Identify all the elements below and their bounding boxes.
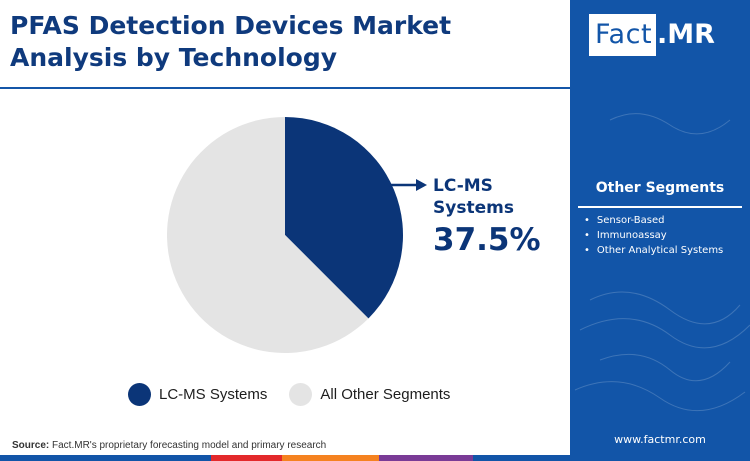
legend-label-other: All Other Segments bbox=[320, 386, 451, 403]
callout-value: 37.5% bbox=[433, 222, 541, 258]
legend-swatch-other bbox=[289, 383, 313, 406]
callout-label-line1: LC-MS bbox=[433, 176, 493, 196]
pie-slices bbox=[166, 117, 403, 353]
bottom-bar-segment bbox=[0, 455, 211, 461]
segment-item: Sensor-Based bbox=[584, 213, 723, 228]
legend-item-other: All Other Segments bbox=[289, 383, 450, 406]
title-divider bbox=[0, 87, 570, 89]
logo-mr-text: .MR bbox=[656, 14, 715, 56]
logo-mr: MR bbox=[667, 19, 715, 50]
legend-swatch-lcms bbox=[128, 383, 151, 406]
callout-label: LC-MS Systems bbox=[433, 175, 541, 219]
bottom-bar-segment bbox=[282, 455, 380, 461]
side-texture bbox=[574, 113, 750, 411]
chart-title: PFAS Detection Devices Market Analysis b… bbox=[10, 10, 560, 74]
bottom-bar-segment bbox=[210, 455, 283, 461]
other-segments-divider bbox=[578, 206, 742, 208]
pie-chart bbox=[166, 117, 427, 353]
chart-title-line1: PFAS Detection Devices Market bbox=[10, 11, 452, 40]
segment-item: Other Analytical Systems bbox=[584, 243, 723, 258]
website-link[interactable]: www.factmr.com bbox=[614, 433, 706, 446]
callout-arrow-head bbox=[416, 179, 427, 191]
bottom-bar-segment bbox=[473, 455, 570, 461]
factmr-logo[interactable]: Fact .MR bbox=[589, 14, 734, 56]
other-segments-title: Other Segments bbox=[595, 180, 725, 196]
source-note: Source: Fact.MR's proprietary forecastin… bbox=[12, 440, 326, 451]
legend-item-lcms: LC-MS Systems bbox=[128, 383, 267, 406]
legend-label-lcms: LC-MS Systems bbox=[159, 386, 268, 403]
other-segments-list: Sensor-Based Immunoassay Other Analytica… bbox=[584, 213, 723, 258]
chart-legend: LC-MS Systems All Other Segments bbox=[128, 383, 472, 406]
source-label: Source: bbox=[12, 440, 50, 451]
bottom-bar-segment bbox=[379, 455, 474, 461]
other-segments-panel: Other Segments Sensor-Based Immunoassay … bbox=[570, 170, 750, 270]
segment-item: Immunoassay bbox=[584, 228, 723, 243]
source-text: Fact.MR's proprietary forecasting model … bbox=[49, 440, 327, 451]
logo-dot: . bbox=[657, 19, 668, 50]
pie-slice-lc-ms-systems bbox=[285, 117, 403, 319]
chart-panel: PFAS Detection Devices Market Analysis b… bbox=[0, 10, 570, 461]
callout-arrow bbox=[389, 179, 427, 191]
lcms-callout: LC-MS Systems 37.5% bbox=[433, 175, 541, 260]
pie-slice-all-other-segments bbox=[166, 117, 369, 353]
callout-label-line2: Systems bbox=[433, 198, 514, 218]
chart-title-line2: Analysis by Technology bbox=[10, 43, 338, 72]
logo-fact-text: Fact bbox=[589, 14, 657, 56]
bottom-color-bar bbox=[0, 455, 570, 461]
